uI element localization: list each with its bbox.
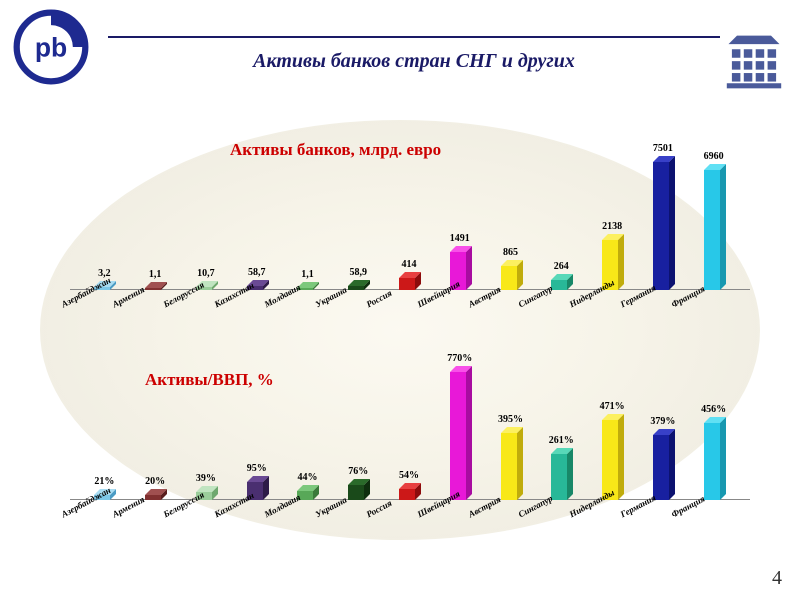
bar-side bbox=[669, 156, 675, 290]
bar-x-label: Азербайджан bbox=[60, 485, 113, 519]
bar-value-label: 414 bbox=[389, 259, 429, 270]
bar-value-label: 95% bbox=[237, 463, 277, 474]
bar-value-label: 54% bbox=[389, 470, 429, 481]
bar-front bbox=[450, 372, 466, 500]
bar-x-label: Армения bbox=[111, 494, 146, 519]
bar-value-label: 39% bbox=[186, 473, 226, 484]
bar-value-label: 76% bbox=[338, 466, 378, 477]
bar-value-label: 2138 bbox=[592, 221, 632, 232]
bar-front bbox=[399, 489, 415, 500]
bar-value-label: 58,7 bbox=[237, 267, 277, 278]
bar-value-label: 264 bbox=[541, 261, 581, 272]
bar-side bbox=[669, 429, 675, 500]
bar-value-label: 379% bbox=[643, 416, 683, 427]
svg-text:pb: pb bbox=[35, 32, 67, 62]
bar-front bbox=[348, 286, 364, 290]
bar-value-label: 10,7 bbox=[186, 268, 226, 279]
bar-front bbox=[704, 170, 720, 290]
bar-front bbox=[399, 278, 415, 290]
chart1: 3,2Азербайджан1,1Армения10,7Белоруссия58… bbox=[80, 160, 740, 290]
bar-value-label: 1491 bbox=[440, 233, 480, 244]
bar-front bbox=[551, 280, 567, 290]
page-title: Активы банков стран СНГ и других bbox=[108, 50, 720, 73]
chart1-title: Активы банков, млрд. евро bbox=[230, 140, 441, 160]
bar-side bbox=[466, 246, 472, 290]
bar-value-label: 261% bbox=[541, 435, 581, 446]
bar-front bbox=[145, 495, 161, 500]
bar-value-label: 770% bbox=[440, 353, 480, 364]
bar-front bbox=[145, 288, 161, 290]
chart2-title: Активы/ВВП, % bbox=[145, 370, 274, 390]
bar-x-label: Франция bbox=[669, 494, 706, 520]
bar-side bbox=[618, 234, 624, 290]
bar-side bbox=[618, 414, 624, 500]
title-wrap: Активы банков стран СНГ и других bbox=[108, 36, 720, 73]
bar-front bbox=[501, 266, 517, 290]
bar-value-label: 44% bbox=[287, 472, 327, 483]
logo-icon: pb bbox=[12, 8, 90, 86]
bar-side bbox=[466, 366, 472, 500]
bar-value-label: 1,1 bbox=[287, 269, 327, 280]
bar-front bbox=[551, 454, 567, 500]
bar-value-label: 6960 bbox=[694, 151, 734, 162]
bar-value-label: 865 bbox=[491, 247, 531, 258]
bar-value-label: 7501 bbox=[643, 143, 683, 154]
bar-side bbox=[720, 164, 726, 290]
bar-value-label: 471% bbox=[592, 401, 632, 412]
bar-front bbox=[704, 423, 720, 500]
bar-side bbox=[720, 417, 726, 500]
bar-value-label: 1,1 bbox=[135, 269, 175, 280]
building-icon bbox=[720, 32, 788, 92]
bar-side bbox=[517, 427, 523, 500]
bar-front bbox=[501, 433, 517, 500]
bar-value-label: 395% bbox=[491, 414, 531, 425]
bar-front bbox=[653, 435, 669, 500]
bar-value-label: 456% bbox=[694, 404, 734, 415]
page-number: 4 bbox=[772, 567, 782, 590]
header: pb Активы банков стран СНГ и других bbox=[0, 0, 800, 92]
bar-value-label: 58,9 bbox=[338, 267, 378, 278]
bar-front bbox=[653, 162, 669, 290]
bar-side bbox=[567, 448, 573, 500]
bar-x-label: Германия bbox=[618, 492, 657, 519]
bar-value-label: 20% bbox=[135, 476, 175, 487]
bar-front bbox=[348, 485, 364, 500]
